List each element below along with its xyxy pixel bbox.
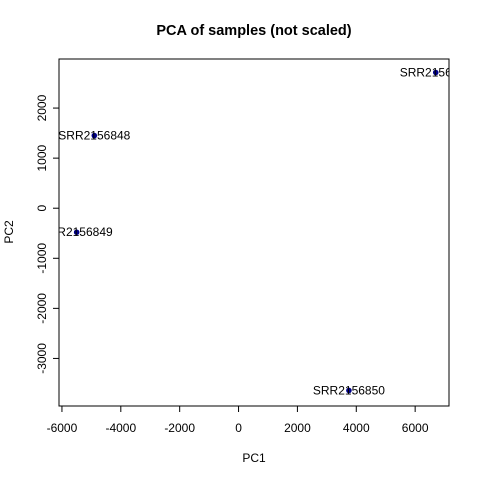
y-tick-label: -1000	[35, 243, 49, 274]
y-tick-label: -2000	[35, 293, 49, 324]
data-point	[73, 229, 80, 236]
point-label: SRR2156847	[400, 66, 472, 80]
x-axis: -6000 -4000 -2000 0 2000 4000 6000	[47, 405, 429, 435]
x-tick-label: -4000	[105, 421, 136, 435]
y-tick-label: 1000	[35, 144, 49, 171]
x-tick-label: -2000	[164, 421, 195, 435]
x-axis-label: PC1	[242, 451, 266, 465]
point-label: SRR2156848	[58, 129, 130, 143]
y-tick-label: 2000	[35, 94, 49, 121]
x-tick-label: 0	[235, 421, 242, 435]
data-point	[432, 69, 439, 76]
x-tick-label: 6000	[402, 421, 429, 435]
chart-title: PCA of samples (not scaled)	[156, 23, 351, 39]
points-layer: SRR2156848 SRR2156849 SRR2156850 SRR2156847	[41, 66, 472, 398]
y-axis: -3000 -2000 -1000 0 1000 2000	[35, 94, 60, 374]
data-point	[91, 132, 98, 139]
y-axis-label: PC2	[2, 220, 16, 244]
x-tick-label: 2000	[284, 421, 311, 435]
x-tick-label: 4000	[343, 421, 370, 435]
x-tick-label: -6000	[47, 421, 78, 435]
point-label: SRR2156850	[313, 383, 385, 397]
data-point	[346, 387, 352, 394]
plot-frame	[58, 58, 450, 407]
point-label: SRR2156849	[41, 225, 113, 239]
y-tick-label: 0	[35, 205, 49, 212]
y-tick-label: -3000	[35, 343, 49, 374]
